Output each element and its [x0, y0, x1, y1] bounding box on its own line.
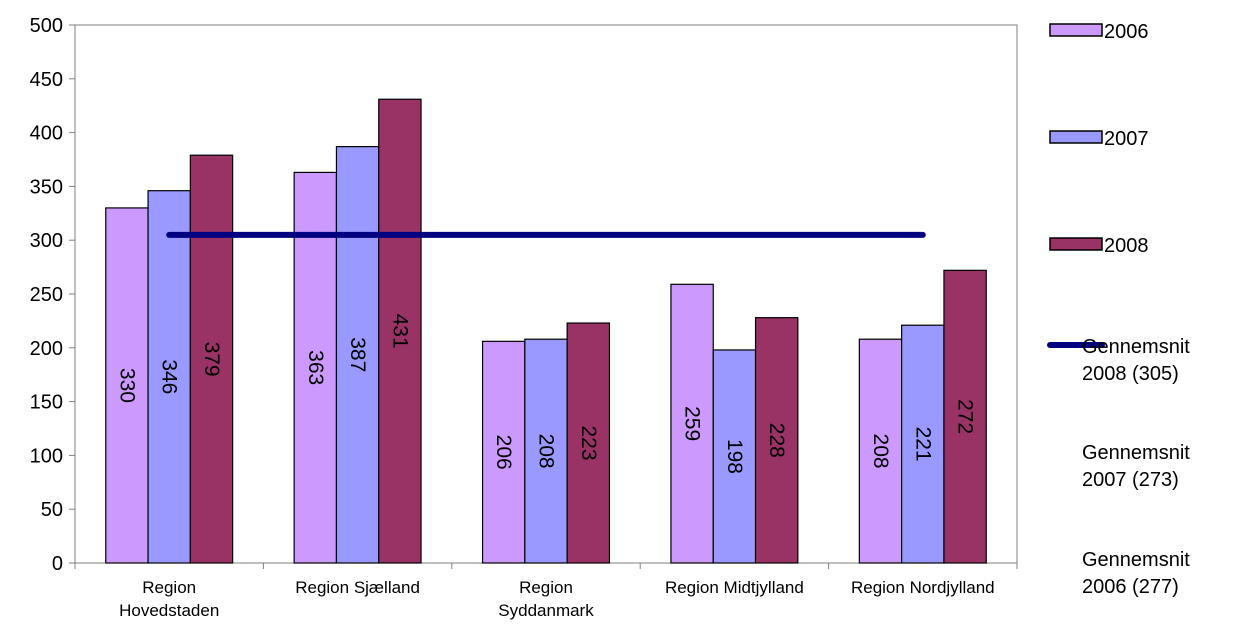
x-tick-label: Region Sjælland	[295, 578, 420, 597]
y-tick-label: 400	[30, 123, 63, 145]
data-labels: 330 363 206 259 208 346 387 208 198 221 379 431 223 2…	[115, 314, 976, 474]
x-axis: Region Hovedstaden Region Sjælland Region Sy…	[74, 563, 1018, 620]
legend-label: 2008	[1104, 235, 1149, 257]
bar	[901, 324, 945, 564]
y-tick-label: 300	[30, 230, 63, 252]
data-label: 198	[723, 439, 746, 474]
bar	[524, 338, 568, 564]
data-label: 228	[765, 423, 788, 458]
legend: 2006 2007 2008 Gennemsnit 2008 (305) Gennemsn…	[1047, 21, 1190, 598]
y-tick-label: 150	[30, 392, 63, 414]
x-tick-label: Region Midtjylland	[665, 578, 804, 597]
y-tick-label: 350	[30, 176, 63, 198]
legend-swatch	[1049, 237, 1103, 251]
y-tick-label: 50	[41, 499, 63, 521]
y-tick-label: 450	[30, 69, 63, 91]
x-tick-label: Region Syddanmark	[498, 578, 594, 620]
y-tick-label: 200	[30, 338, 63, 360]
bar	[378, 98, 422, 564]
y-tick-label: 0	[52, 553, 63, 575]
legend-label: Gennemsnit 2007 (273)	[1082, 442, 1190, 491]
legend-label: Gennemsnit 2008 (305)	[1082, 336, 1190, 385]
data-label: 208	[535, 434, 558, 469]
y-tick-label: 500	[30, 15, 63, 37]
y-tick-label: 100	[30, 445, 63, 467]
legend-swatch	[1049, 23, 1103, 37]
bar	[943, 269, 987, 564]
data-label: 259	[681, 406, 704, 441]
bar	[858, 338, 903, 564]
y-axis: 0 50 100 150 200 250 300 350 400 450 500	[30, 15, 75, 575]
data-label: 208	[869, 434, 892, 469]
data-label: 387	[346, 337, 369, 372]
data-label: 431	[388, 314, 411, 349]
bar	[754, 317, 799, 564]
bar	[105, 207, 149, 564]
data-label: 206	[492, 435, 515, 470]
data-label: 223	[577, 426, 600, 461]
data-label: 363	[304, 350, 327, 385]
legend-label: 2006	[1104, 21, 1149, 43]
legend-label: Gennemsnit 2006 (277)	[1082, 549, 1190, 598]
bar	[712, 349, 757, 564]
data-label: 272	[954, 399, 977, 434]
bars	[105, 98, 987, 564]
data-label: 379	[200, 342, 223, 377]
x-tick-label: Region Nordjylland	[851, 578, 995, 597]
bar	[566, 322, 611, 564]
x-tick-label: Region Hovedstaden	[119, 578, 219, 620]
data-label: 221	[911, 427, 934, 462]
legend-swatch	[1049, 130, 1103, 144]
bar	[335, 145, 380, 564]
bar	[189, 154, 234, 564]
data-label: 330	[115, 368, 138, 403]
bar	[147, 190, 191, 564]
legend-label: 2007	[1104, 128, 1149, 150]
data-label: 346	[158, 359, 181, 394]
y-tick-label: 250	[30, 284, 63, 306]
